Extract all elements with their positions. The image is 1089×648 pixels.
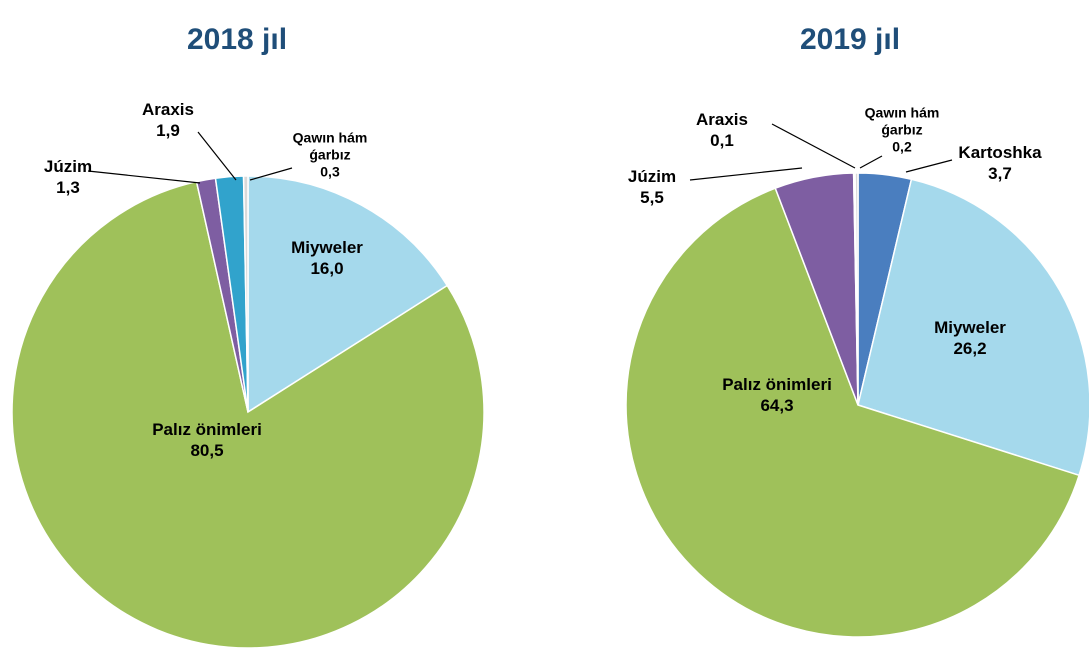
value-label: 16,0: [310, 259, 344, 278]
category-label: Araxis: [696, 110, 748, 129]
data-label: Kartoshka 3,7: [945, 142, 1055, 184]
value-label: 1,3: [56, 178, 80, 197]
value-label: 1,9: [156, 121, 180, 140]
value-label: 0,2: [892, 138, 912, 155]
leader-line: [197, 131, 237, 181]
value-label: 5,5: [640, 188, 664, 207]
data-label: Palız önimleri 64,3: [722, 374, 832, 416]
leader-line: [859, 155, 883, 169]
leader-line: [87, 170, 201, 184]
value-label: 0,3: [320, 163, 340, 180]
category-label: Qawın hám ǵarbız: [292, 129, 368, 163]
data-label: Júzim 5,5: [612, 166, 692, 208]
leader-line: [771, 123, 856, 169]
category-label: Palız önimleri: [152, 420, 262, 439]
pie-slice: [625, 187, 1081, 638]
pie-slice: [11, 180, 485, 648]
pie: [625, 172, 1089, 638]
value-label: 26,2: [953, 339, 987, 358]
value-label: 80,5: [190, 441, 224, 460]
category-label: Júzim: [627, 167, 677, 186]
data-label: Miyweler 26,2: [915, 317, 1025, 359]
leader-line: [689, 167, 803, 181]
category-label: Júzim: [43, 157, 93, 176]
value-label: 3,7: [988, 164, 1012, 183]
pie-slice: [242, 175, 249, 413]
chart-title: 2019 jıl: [799, 23, 901, 56]
data-label: Miyweler 16,0: [272, 237, 382, 279]
value-label: 64,3: [760, 396, 794, 415]
category-label: Araxis: [142, 100, 194, 119]
pie-slice: [247, 175, 449, 414]
data-label: Júzim 1,3: [28, 156, 108, 198]
value-label: 0,1: [710, 131, 734, 150]
leader-line: [905, 159, 953, 173]
chart-title: 2018 jıl: [186, 23, 288, 56]
data-label: Palız önimleri 80,5: [152, 419, 262, 461]
category-label: Miyweler: [291, 238, 363, 257]
data-label: Qawın hám ǵarbız 0,2: [847, 105, 957, 156]
category-label: Kartoshka: [958, 143, 1042, 162]
data-label: Araxis 1,9: [128, 99, 208, 141]
category-label: Qawın hám ǵarbız: [864, 104, 940, 138]
pie-slice: [854, 172, 859, 406]
category-label: Palız önimleri: [722, 375, 832, 394]
data-label: Qawın hám ǵarbız 0,3: [290, 130, 370, 181]
leader-line: [249, 167, 293, 181]
pie: [11, 175, 485, 648]
data-label: Araxis 0,1: [682, 109, 762, 151]
category-label: Miyweler: [934, 318, 1006, 337]
